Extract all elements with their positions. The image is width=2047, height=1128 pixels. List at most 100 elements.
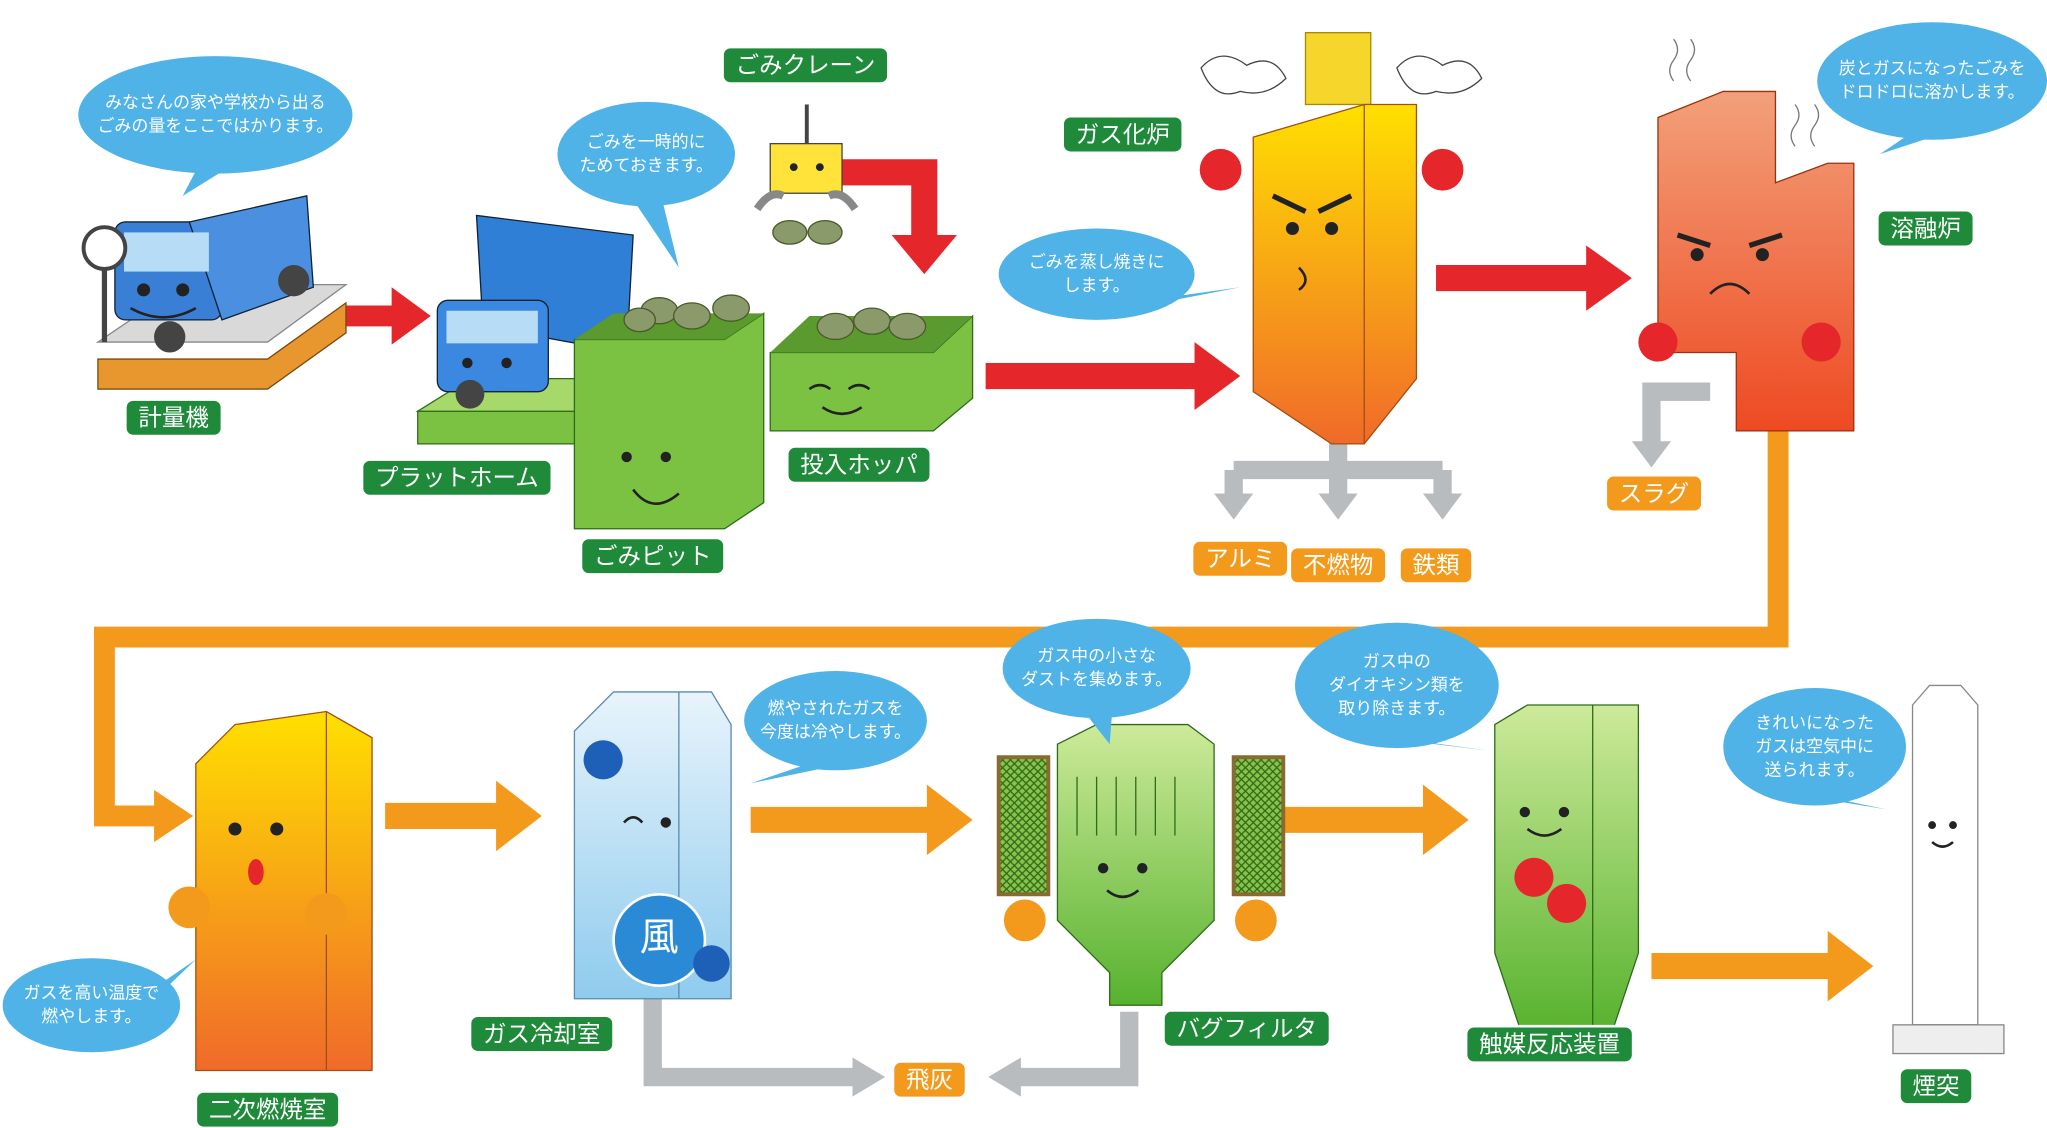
gasifier-illustration-part (1253, 104, 1416, 443)
bubble-body (1003, 619, 1191, 718)
label-tag: アルミ (1192, 541, 1288, 578)
label-tag: 二次燃焼室 (196, 1091, 340, 1128)
label-text: 計量機 (138, 404, 208, 432)
hopper-illustration (770, 308, 972, 431)
bubble-body (3, 958, 181, 1052)
pit-illustration-part (574, 313, 763, 528)
truck-scale-illustration-part (278, 265, 309, 296)
hopper-illustration-part (817, 308, 925, 339)
label-text: 煙突 (1913, 1072, 1960, 1100)
melter-illustration-part (1756, 248, 1769, 261)
crane-illustration-part-part (773, 221, 807, 244)
orange-arrows-part (1651, 931, 1873, 1001)
red-arrows-part (346, 287, 431, 344)
truck-scale-illustration-part (154, 321, 185, 352)
bubble-text: ガスを高い温度で (24, 984, 160, 1004)
crane-illustration-part (770, 144, 842, 194)
bubble-text: ガス中の小さな (1037, 647, 1156, 667)
catalyst-illustration-part (1495, 705, 1639, 1031)
label-text: 投入ホッパ (800, 451, 917, 479)
bubble-body (744, 671, 927, 770)
melter-illustration-part (1638, 322, 1677, 361)
label-tag: 不燃物 (1290, 547, 1387, 584)
gray-arrow-heads-part (988, 1057, 1021, 1096)
bag-filter-illustration-part (1004, 900, 1046, 942)
gray-arrow-heads-part (1319, 494, 1358, 520)
chimney-illustration-part (1893, 1025, 2004, 1054)
bubble-text: ダストを集めます。 (1021, 670, 1172, 690)
diagram: 計量機プラットホームごみピットごみクレーン投入ホッパガス化炉溶融炉二次燃焼室ガス… (0, 0, 2047, 1128)
bubble-text: ごみを一時的に (587, 132, 706, 152)
bag-filter-illustration (999, 725, 1284, 1006)
pit-illustration-part (621, 452, 631, 462)
bubble-text: 取り除きます。 (1338, 699, 1455, 719)
catalyst-illustration-part (1559, 807, 1569, 817)
label-text: 鉄類 (1413, 551, 1460, 579)
gasifier-illustration-part (1286, 222, 1299, 235)
chimney-illustration-part (1949, 821, 1957, 829)
chimney-illustration-part (1913, 685, 1978, 1024)
crane-illustration-part (773, 221, 842, 244)
orange-arrows-part (751, 785, 973, 855)
label-text: 不燃物 (1303, 551, 1373, 579)
chimney-illustration (1893, 685, 2004, 1053)
label-text: 飛灰 (906, 1065, 953, 1093)
bubble-text: 炭とガスになったごみを (1839, 59, 2026, 79)
truck-scale-illustration-part (124, 232, 209, 271)
red-arrows-part (986, 342, 1241, 410)
label-text: アルミ (1205, 545, 1275, 573)
gray-arrow-heads-part (1632, 441, 1671, 467)
label-tag: ガス冷却室 (470, 1016, 614, 1053)
pit-illustration-part-part (713, 295, 750, 321)
gray-arrow-heads-part (1214, 494, 1253, 520)
bubble-text: ドロドロに溶かします。 (1840, 83, 2025, 103)
bubble-text: 今度は冷やします。 (760, 722, 911, 742)
bubble-body (78, 56, 352, 173)
crane-illustration (757, 104, 855, 244)
bubble-text: ためておきます。 (579, 156, 713, 176)
label-text: プラットホーム (375, 464, 539, 492)
hopper-illustration-part-part (854, 308, 891, 334)
bubble-body (557, 102, 735, 206)
bag-filter-illustration-part (999, 757, 1049, 894)
label-tag: バグフィルタ (1163, 1010, 1330, 1047)
gasifier-illustration-part (1201, 56, 1286, 94)
chimney-illustration-part (1928, 821, 1936, 829)
label-tag: 鉄類 (1399, 547, 1472, 584)
bag-filter-illustration-part (1098, 863, 1108, 873)
bubble-text: 燃やします。 (41, 1007, 141, 1027)
label-text: ごみピット (594, 542, 711, 570)
truck-scale-illustration-part (84, 227, 126, 269)
bubble-tail (631, 196, 679, 268)
gray-arrows-part (1651, 392, 1710, 444)
bubble-text: ガス中の (1363, 652, 1431, 672)
platform-illustration-part (446, 311, 537, 344)
label-text: ごみクレーン (736, 51, 876, 79)
crane-illustration-part (757, 194, 855, 209)
catalyst-illustration-part (1520, 807, 1530, 817)
gas-cooler-illustration-part (693, 945, 730, 982)
label-tag: スラグ (1606, 475, 1703, 512)
catalyst-illustration-part (1514, 858, 1553, 897)
melter-illustration-part (1658, 91, 1854, 430)
truck-scale-illustration-part (176, 283, 189, 296)
hopper-illustration-part-part (889, 313, 926, 339)
gas-cooler-illustration-part (584, 740, 623, 779)
speech-bubble: みなさんの家や学校から出るごみの量をここではかります。 (78, 56, 352, 196)
gas-pipe-part (154, 790, 193, 842)
bag-filter-illustration-part (1137, 863, 1147, 873)
gasifier-illustration-part (1200, 149, 1242, 191)
secondary-combustion-illustration-part (270, 822, 283, 835)
label-tag: ごみクレーン (723, 47, 889, 84)
pit-illustration (574, 295, 763, 529)
catalyst-illustration (1495, 705, 1639, 1031)
pit-illustration-part (661, 452, 671, 462)
label-text: 溶融炉 (1890, 214, 1960, 242)
bag-filter-illustration-part (1234, 757, 1284, 894)
gasifier-illustration-part (1305, 33, 1370, 105)
speech-bubble: きれいになったガスは空気中に送られます。 (1723, 688, 1906, 809)
label-text: 触媒反応装置 (1479, 1030, 1620, 1058)
bubble-text: ごみの量をここではかります。 (97, 117, 333, 137)
